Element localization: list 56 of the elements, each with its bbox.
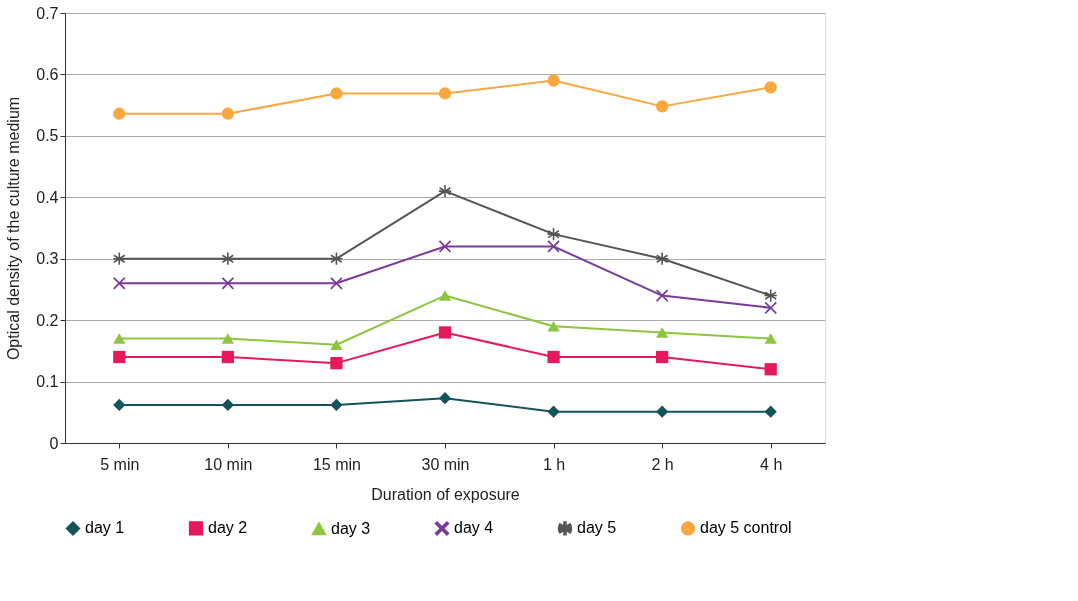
point xyxy=(221,350,234,364)
x-axis-title: Duration of exposure xyxy=(371,485,520,503)
point xyxy=(547,74,560,87)
point xyxy=(221,398,234,412)
x-tick-label: 4 h xyxy=(760,455,783,473)
point xyxy=(547,320,560,332)
point xyxy=(547,405,560,418)
point xyxy=(438,290,452,301)
point xyxy=(764,405,777,418)
point xyxy=(221,277,234,290)
point xyxy=(221,107,234,120)
legend-label: day 2 xyxy=(208,519,248,537)
legend-label: day 4 xyxy=(454,519,494,537)
point xyxy=(221,333,234,344)
x-tick-label: 10 min xyxy=(204,455,253,473)
legend-label: day 3 xyxy=(331,519,371,537)
point xyxy=(438,87,452,100)
y-tick-label: 0.5 xyxy=(36,127,59,145)
point xyxy=(113,333,126,344)
point xyxy=(330,87,343,100)
point xyxy=(656,405,669,418)
point xyxy=(764,301,777,314)
point xyxy=(113,398,126,412)
y-tick-label: 0.1 xyxy=(36,373,59,391)
x-tick-label: 5 min xyxy=(100,455,140,473)
point xyxy=(113,350,126,364)
point xyxy=(438,326,452,339)
point xyxy=(656,100,669,113)
point xyxy=(656,350,669,364)
y-tick-label: 0.7 xyxy=(36,4,59,22)
point xyxy=(438,392,452,405)
y-tick-label: 0.4 xyxy=(36,188,59,206)
point xyxy=(547,240,560,253)
x-tick-label: 1 h xyxy=(542,455,566,473)
x-tick-label: 2 h xyxy=(651,455,674,473)
point xyxy=(330,277,343,290)
legend-label: day 5 control xyxy=(700,519,792,537)
point xyxy=(330,398,343,412)
point xyxy=(547,350,560,364)
point xyxy=(330,357,343,370)
x-tick-label: 15 min xyxy=(312,455,361,473)
point xyxy=(113,277,126,290)
point xyxy=(764,81,777,94)
y-tick-label: 0.3 xyxy=(36,250,59,268)
y-axis-title: Optical density of the culture medium xyxy=(5,96,23,361)
point xyxy=(764,333,777,344)
y-tick-label: 0.2 xyxy=(36,311,59,329)
x-tick-label: 30 min xyxy=(421,455,470,473)
point xyxy=(113,107,126,120)
point xyxy=(764,363,777,376)
y-tick-label: 0.6 xyxy=(36,65,59,83)
y-tick-label: 0 xyxy=(49,434,59,452)
legend-label: day 1 xyxy=(85,519,125,537)
point xyxy=(656,327,669,338)
point xyxy=(330,339,343,351)
legend-label: day 5 xyxy=(577,519,617,537)
